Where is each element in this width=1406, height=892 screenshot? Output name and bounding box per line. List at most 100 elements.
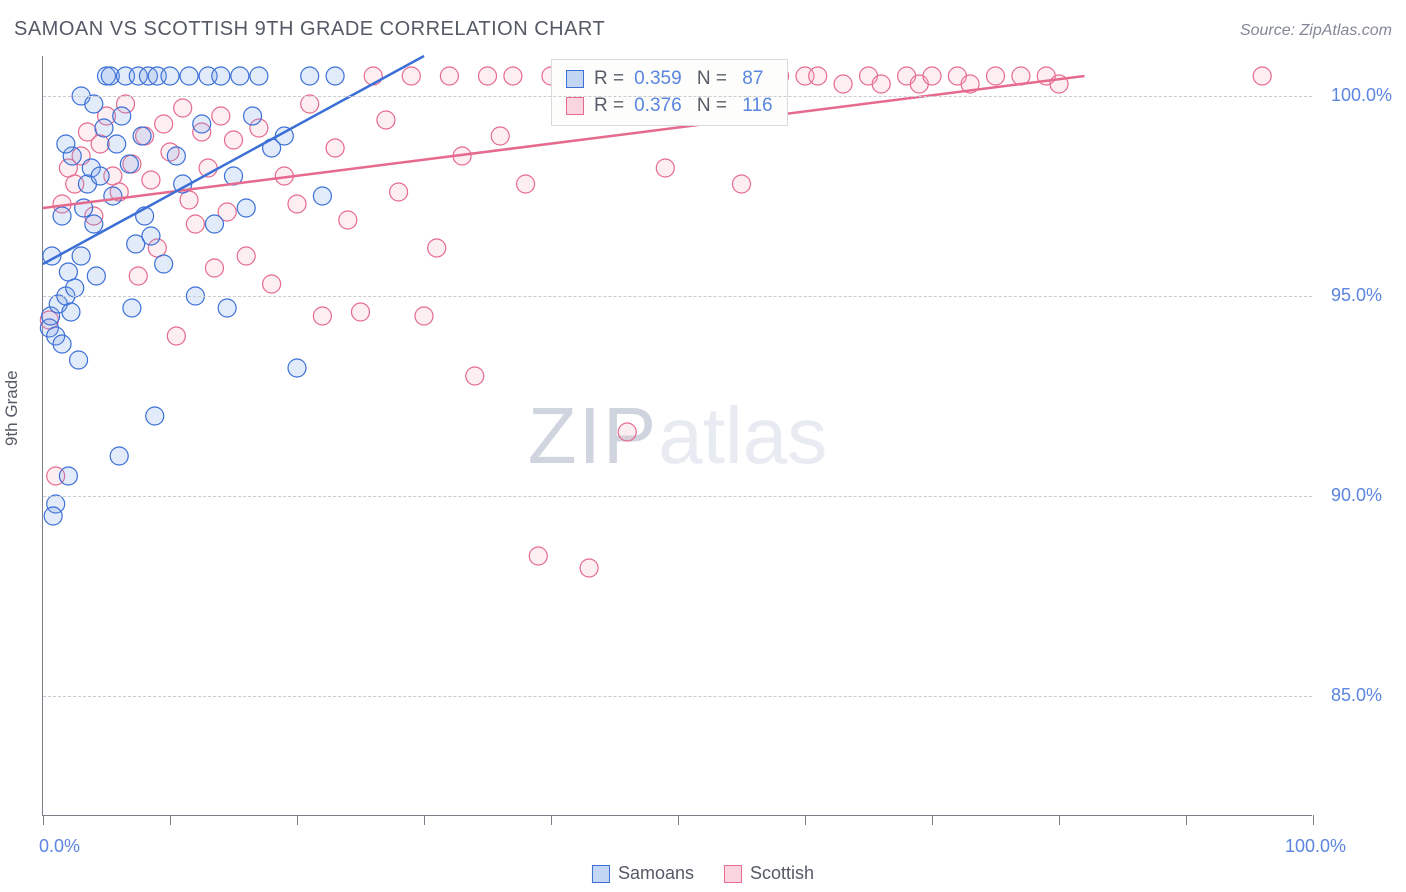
data-point-scottish [440,67,458,85]
data-point-scottish [167,327,185,345]
data-point-samoans [72,247,90,265]
data-point-samoans [237,199,255,217]
stats-row-samoans: R =0.359 N = 87 [566,66,773,93]
data-point-samoans [205,215,223,233]
stats-r-label: R = [594,66,624,93]
legend-label: Scottish [750,863,814,883]
y-tick-label: 90.0% [1331,485,1382,506]
data-point-samoans [113,107,131,125]
data-point-samoans [85,95,103,113]
legend-item-scottish: Scottish [724,863,814,884]
data-point-scottish [580,559,598,577]
data-point-samoans [313,187,331,205]
x-tick [932,815,933,825]
data-point-scottish [618,423,636,441]
data-point-samoans [123,299,141,317]
stats-n-value: 87 [737,66,763,93]
gridline [43,696,1312,697]
data-point-scottish [987,67,1005,85]
chart-title: SAMOAN VS SCOTTISH 9TH GRADE CORRELATION… [14,18,605,41]
data-point-samoans [44,507,62,525]
data-point-scottish [155,115,173,133]
data-point-scottish [263,275,281,293]
data-point-scottish [872,75,890,93]
data-point-scottish [313,307,331,325]
data-point-samoans [146,407,164,425]
data-point-scottish [809,67,827,85]
x-tick [424,815,425,825]
data-point-samoans [231,67,249,85]
data-point-samoans [142,227,160,245]
data-point-scottish [180,191,198,209]
data-point-scottish [402,67,420,85]
data-point-samoans [91,167,109,185]
trend-line-samoans [43,56,424,264]
data-point-samoans [167,147,185,165]
x-tick [43,815,44,825]
data-point-scottish [142,171,160,189]
data-point-samoans [66,279,84,297]
data-point-scottish [377,111,395,129]
gridline [43,296,1312,297]
y-tick-label: 100.0% [1331,85,1392,106]
legend-item-samoans: Samoans [592,863,694,884]
legend-swatch-scottish [724,865,742,883]
legend-bottom: Samoans Scottish [592,863,814,884]
data-point-scottish [288,195,306,213]
data-point-samoans [133,127,151,145]
data-point-scottish [186,215,204,233]
data-point-samoans [193,115,211,133]
data-point-scottish [466,367,484,385]
y-tick-label: 95.0% [1331,285,1382,306]
x-tick [678,815,679,825]
data-point-scottish [504,67,522,85]
gridline [43,496,1312,497]
data-point-samoans [212,67,230,85]
data-point-scottish [733,175,751,193]
x-tick [1186,815,1187,825]
data-point-samoans [62,303,80,321]
chart-plot-area: ZIPatlas R =0.359 N = 87R =0.376 N = 116… [42,56,1312,816]
data-point-samoans [326,67,344,85]
x-tick [170,815,171,825]
data-point-scottish [415,307,433,325]
data-point-samoans [180,67,198,85]
data-point-samoans [288,359,306,377]
data-point-samoans [59,467,77,485]
data-point-samoans [85,215,103,233]
data-point-scottish [923,67,941,85]
data-point-samoans [218,299,236,317]
x-tick-label-left: 0.0% [39,836,80,857]
data-point-scottish [326,139,344,157]
data-point-scottish [656,159,674,177]
data-point-scottish [1253,67,1271,85]
data-point-samoans [87,267,105,285]
data-point-samoans [53,207,71,225]
data-point-samoans [95,119,113,137]
data-point-samoans [104,187,122,205]
data-point-samoans [53,335,71,353]
data-point-scottish [834,75,852,93]
data-point-scottish [352,303,370,321]
x-tick-label-right: 100.0% [1285,836,1346,857]
data-point-scottish [129,267,147,285]
data-point-samoans [108,135,126,153]
scatter-svg [43,56,1313,816]
gridline [43,96,1312,97]
stats-swatch-samoans [566,70,584,88]
stats-n-label: N = [692,66,727,93]
data-point-samoans [70,351,88,369]
data-point-scottish [301,95,319,113]
data-point-samoans [57,135,75,153]
data-point-samoans [244,107,262,125]
stats-legend-box: R =0.359 N = 87R =0.376 N = 116 [551,59,788,126]
data-point-samoans [155,255,173,273]
data-point-samoans [250,67,268,85]
data-point-scottish [205,259,223,277]
data-point-samoans [161,67,179,85]
data-point-scottish [479,67,497,85]
stats-swatch-scottish [566,97,584,115]
data-point-scottish [517,175,535,193]
legend-swatch-samoans [592,865,610,883]
data-point-scottish [339,211,357,229]
